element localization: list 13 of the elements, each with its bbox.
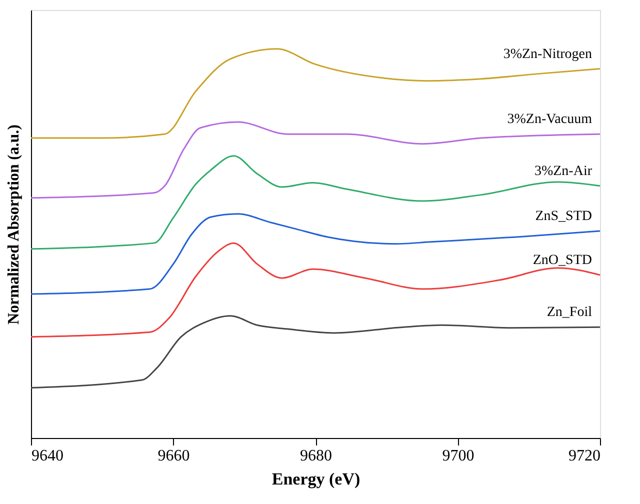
x-tick-label: 9720 [568, 448, 600, 464]
series-label: 3%Zn-Vacuum [507, 112, 592, 128]
series-label: Zn_Foil [546, 305, 592, 320]
series-label: ZnO_STD [532, 252, 592, 268]
series-label: ZnS_STD [535, 209, 592, 224]
x-axis-title: Energy (eV) [272, 470, 360, 488]
x-tick-label: 9700 [442, 448, 474, 464]
x-tick-label: 9680 [300, 448, 332, 464]
series-label: 3%Zn-Air [534, 164, 592, 179]
series-label: 3%Zn-Nitrogen [503, 46, 592, 62]
x-tick-label: 9640 [32, 448, 64, 464]
x-tick-label: 9660 [158, 448, 190, 464]
y-axis-title: Normalized Absorption (a.u.) [6, 124, 22, 324]
